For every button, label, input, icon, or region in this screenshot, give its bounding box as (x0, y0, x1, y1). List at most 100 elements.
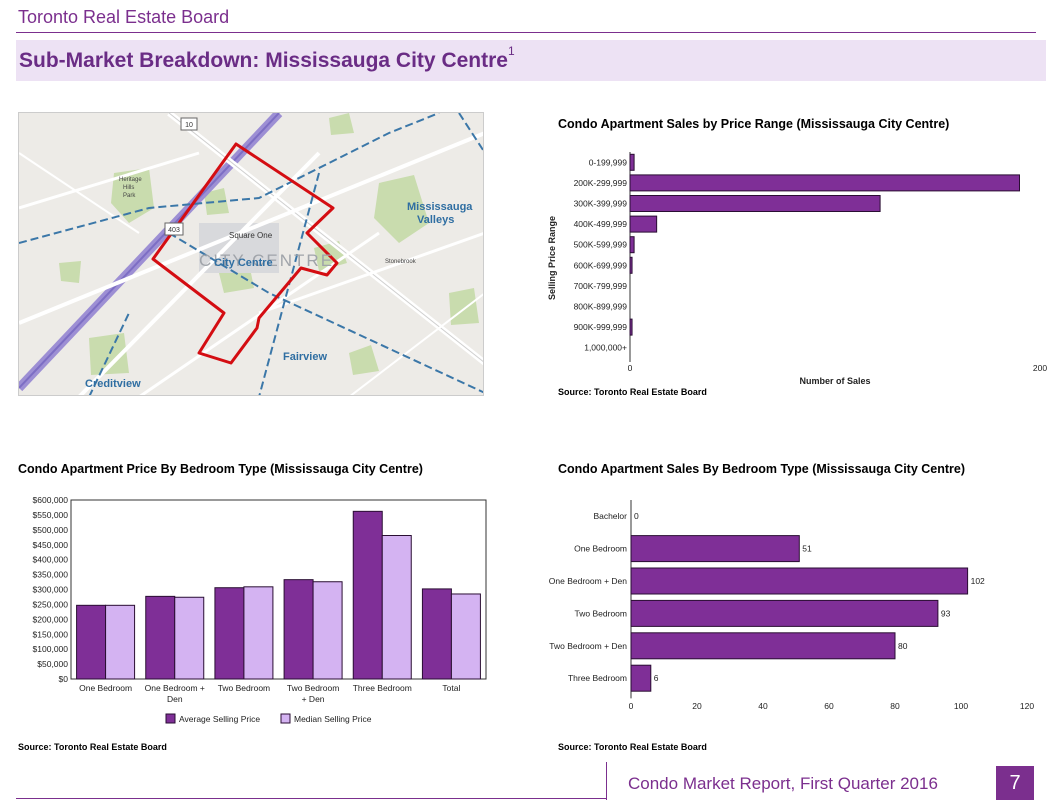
bedroom-price-category-label: Two Bedroom (287, 683, 339, 693)
valleys-label: Valleys (417, 214, 454, 226)
route-403-label: 403 (168, 227, 180, 234)
price-range-chart-title: Condo Apartment Sales by Price Range (Mi… (558, 117, 950, 131)
price-range-category-label: 500K-599,999 (574, 240, 628, 250)
page-title-text: Sub-Market Breakdown: Mississauga City C… (19, 49, 508, 72)
bedroom-price-legend-swatch (280, 713, 291, 724)
bedroom-price-y-tick-label: $50,000 (37, 659, 68, 669)
price-range-bar (629, 153, 635, 171)
price-range-chart: 0-199,999 200K-299,999 300K-399,999 400K-49… (547, 152, 1047, 386)
bedroom-sales-x-tick-label: 20 (692, 701, 702, 711)
price-range-category-label: 600K-699,999 (574, 260, 628, 270)
bedroom-price-category-label: One Bedroom (79, 683, 132, 693)
bedroom-sales-x-tick-label: 0 (629, 701, 634, 711)
bedroom-price-y-tick-label: $450,000 (33, 540, 69, 550)
bedroom-sales-bar (630, 664, 652, 692)
price-range-bar (629, 174, 1020, 192)
bedroom-price-y-tick-label: $400,000 (33, 555, 69, 565)
route-10-label: 10 (185, 122, 193, 129)
price-range-x-axis-label: Number of Sales (799, 376, 870, 386)
bedroom-price-category-label: One Bedroom + (145, 683, 205, 693)
city-centre-watermark: CITY CENTRE (199, 251, 334, 270)
report-name: Condo Market Report, First Quarter 2016 (628, 774, 938, 793)
bedroom-price-average-bar (214, 587, 245, 680)
bedroom-sales-data-label: 51 (802, 544, 812, 554)
bedroom-price-median-bar (105, 604, 136, 680)
price-range-bar (629, 236, 635, 254)
bedroom-price-y-tick-label: $350,000 (33, 570, 69, 580)
bedroom-sales-data-label: 93 (941, 608, 951, 618)
bedroom-sales-bar (630, 599, 939, 627)
bedroom-price-median-bar (174, 596, 205, 680)
bedroom-price-y-tick-label: $300,000 (33, 585, 69, 595)
price-range-category-label: 0-199,999 (589, 157, 628, 167)
creditview-label: Creditview (85, 378, 141, 390)
bedroom-price-median-bar (243, 586, 274, 680)
footer-divider (16, 798, 606, 799)
bedroom-sales-data-label: 102 (971, 576, 985, 586)
stonebrook-label: Stonebrook (385, 259, 417, 265)
bedroom-sales-x-tick-label: 120 (1020, 701, 1034, 711)
organization-name: Toronto Real Estate Board (18, 7, 230, 27)
price-range-bar (629, 195, 881, 212)
map-illustration: 10 403 CITY CENTRE Square One City Centr… (19, 113, 483, 395)
bedroom-price-y-tick-label: $0 (59, 674, 69, 684)
bedroom-price-legend-swatch (165, 713, 176, 724)
hills-label: Hills (123, 185, 134, 191)
price-range-category-label: 300K-399,999 (574, 199, 628, 209)
bedroom-price-plot-area (70, 499, 487, 680)
bedroom-price-y-tick-label: $550,000 (33, 510, 69, 520)
bedroom-sales-x-tick-label: 40 (758, 701, 768, 711)
bedroom-sales-bar (630, 567, 969, 595)
price-range-category-label: 400K-499,999 (574, 219, 628, 229)
price-range-bar (629, 318, 633, 336)
bedroom-sales-x-tick-label: 60 (824, 701, 834, 711)
bedroom-price-category-label: + Den (302, 694, 325, 704)
bedroom-price-category-label: Two Bedroom (218, 683, 270, 693)
bedroom-price-y-tick-label: $100,000 (33, 644, 69, 654)
bedroom-price-chart-source: Source: Toronto Real Estate Board (18, 742, 167, 752)
mississauga-label: Mississauga (407, 201, 473, 213)
bedroom-price-y-tick-label: $500,000 (33, 525, 69, 535)
price-range-category-label: 200K-299,999 (574, 178, 628, 188)
bedroom-price-median-bar (312, 581, 343, 680)
bedroom-price-average-bar (352, 510, 383, 680)
bedroom-price-y-tick-label: $200,000 (33, 614, 69, 624)
bedroom-sales-data-label: 6 (654, 673, 659, 683)
bedroom-sales-category-label: Bachelor (593, 511, 627, 521)
price-range-category-label: 1,000,000+ (584, 343, 627, 353)
sub-market-map: 10 403 CITY CENTRE Square One City Centr… (18, 112, 484, 396)
bedroom-price-legend-label: Median Selling Price (294, 714, 372, 724)
bedroom-price-y-tick-label: $250,000 (33, 599, 69, 609)
bedroom-sales-chart: Bachelor 0 One Bedroom 51 One Bedroom + Den 1… (549, 500, 1034, 711)
price-range-x-tick-label: 200 (1033, 363, 1047, 373)
bedroom-sales-category-label: One Bedroom + Den (549, 576, 627, 586)
bedroom-price-y-tick-label: $150,000 (33, 629, 69, 639)
bedroom-sales-category-label: One Bedroom (574, 544, 627, 554)
page-title: Sub-Market Breakdown: Mississauga City C… (19, 44, 515, 73)
price-range-category-label: 800K-899,999 (574, 302, 628, 312)
bedroom-price-median-bar (450, 593, 481, 680)
price-range-category-label: 700K-799,999 (574, 281, 628, 291)
bedroom-sales-chart-source: Source: Toronto Real Estate Board (558, 742, 707, 752)
bedroom-price-chart-title: Condo Apartment Price By Bedroom Type (M… (18, 462, 423, 476)
bedroom-sales-x-tick-label: 80 (890, 701, 900, 711)
bedroom-sales-bar (630, 632, 896, 660)
bedroom-sales-category-label: Three Bedroom (568, 673, 627, 683)
price-range-y-axis-label: Selling Price Range (547, 216, 557, 300)
heritage-label: Heritage (119, 177, 142, 183)
bedroom-sales-x-tick-label: 100 (954, 701, 968, 711)
price-range-bar (629, 256, 633, 274)
bedroom-price-average-bar (283, 579, 314, 680)
price-range-x-tick-label: 0 (628, 363, 633, 373)
footer-divider-vertical (606, 762, 607, 800)
bedroom-sales-category-label: Two Bedroom + Den (549, 641, 627, 651)
bedroom-sales-bar (630, 535, 800, 563)
bedroom-price-category-label: Den (167, 694, 183, 704)
park-label: Park (123, 193, 136, 199)
header-divider (16, 32, 1036, 33)
bedroom-price-average-bar (421, 588, 452, 680)
bedroom-price-chart: $0 $50,000 $100,000 $150,000 $200,000 $250,00… (33, 495, 487, 724)
bedroom-sales-chart-title: Condo Apartment Sales By Bedroom Type (M… (558, 462, 966, 476)
bedroom-price-category-label: Three Bedroom (353, 683, 412, 693)
page-number: 7 (996, 766, 1034, 800)
